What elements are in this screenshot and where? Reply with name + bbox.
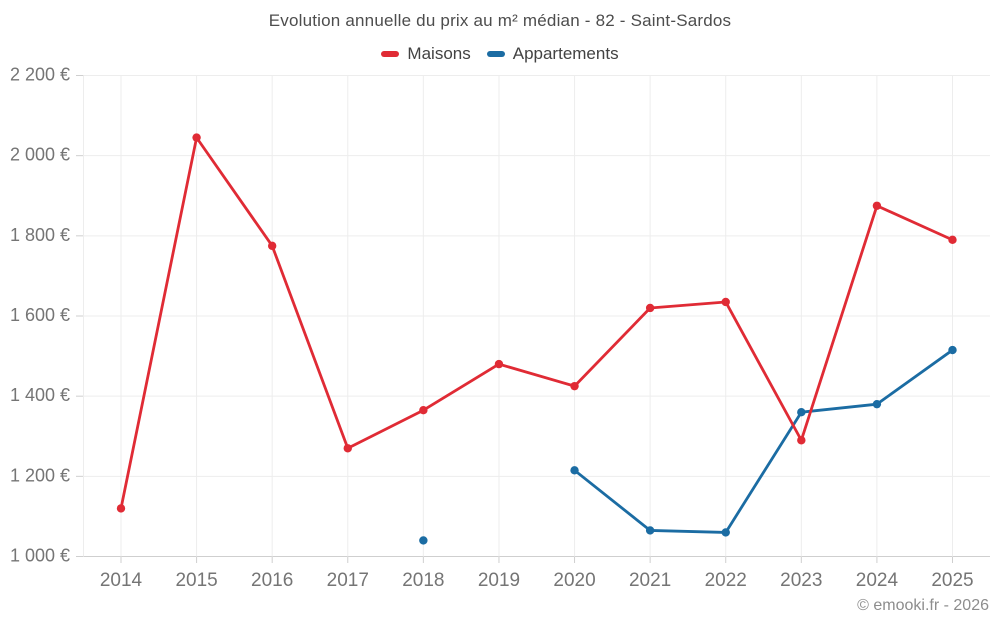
y-tick-label: 2 200 € <box>10 65 70 85</box>
appartements-point <box>872 399 882 409</box>
x-tick-label: 2023 <box>780 570 822 591</box>
x-tick-label: 2016 <box>251 570 293 591</box>
legend-item-maisons[interactable]: Maisons <box>381 44 471 64</box>
x-tick-label: 2021 <box>629 570 671 591</box>
x-tick-label: 2024 <box>856 570 899 591</box>
appartements-point <box>948 345 957 355</box>
x-tick-label: 2025 <box>931 570 973 591</box>
appartements-point <box>645 526 655 535</box>
legend-label-maisons: Maisons <box>407 44 471 63</box>
y-tick-label: 1 400 € <box>10 385 70 405</box>
maisons-point <box>872 201 882 210</box>
appartements-point <box>721 528 730 537</box>
maisons-point <box>343 444 352 453</box>
x-tick-label: 2014 <box>100 570 143 591</box>
maisons-point <box>116 504 126 513</box>
y-tick-label: 1 600 € <box>10 305 70 325</box>
y-tick-label: 2 000 € <box>10 145 70 165</box>
maisons-point <box>645 303 655 313</box>
y-tick-label: 1 800 € <box>10 225 70 245</box>
maisons-point <box>494 359 504 369</box>
maisons-line <box>119 136 954 510</box>
x-tick-label: 2018 <box>402 570 444 591</box>
maisons-point <box>192 133 201 142</box>
maisons-point <box>419 405 428 415</box>
maisons-point <box>797 436 806 445</box>
chart-legend: Maisons Appartements <box>0 44 1000 64</box>
appartements-point <box>419 536 428 545</box>
x-tick-label: 2015 <box>175 570 217 591</box>
appartements-line <box>573 348 954 534</box>
maisons-point <box>721 297 730 307</box>
maisons-point <box>948 235 957 245</box>
appartements-point <box>570 466 579 475</box>
x-tick-label: 2020 <box>553 570 595 591</box>
maisons-point <box>570 381 579 391</box>
x-tick-label: 2019 <box>478 570 520 591</box>
maisons-point <box>267 241 277 251</box>
legend-label-appartements: Appartements <box>512 44 619 63</box>
x-tick-label: 2022 <box>705 570 747 591</box>
legend-item-appartements[interactable]: Appartements <box>486 44 619 64</box>
copyright-watermark: © emooki.fr - 2026 <box>857 597 989 614</box>
x-tick-label: 2017 <box>327 570 369 591</box>
appartements-swatch-icon <box>486 51 505 57</box>
maisons-swatch-icon <box>381 51 400 57</box>
chart-title: Evolution annuelle du prix au m² médian … <box>268 11 732 30</box>
y-tick-label: 1 000 € <box>10 546 70 566</box>
y-tick-label: 1 200 € <box>10 465 70 485</box>
appartements-point <box>797 408 806 417</box>
